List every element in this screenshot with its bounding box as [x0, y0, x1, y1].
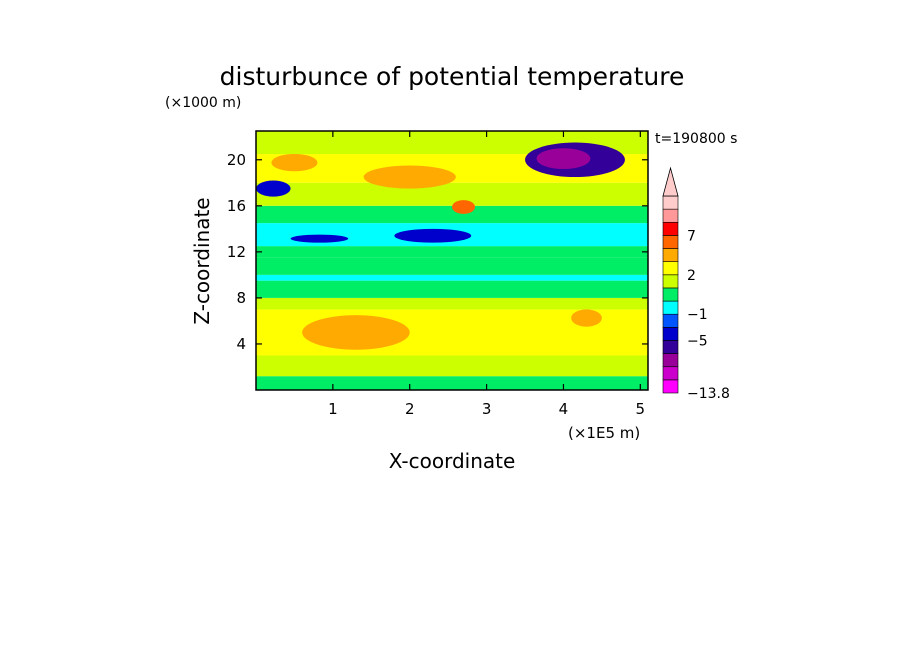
colorbar-swatch — [662, 195, 679, 210]
x-tick-label: 2 — [405, 400, 415, 418]
contour-feature-4 — [394, 228, 472, 243]
contour-band-3 — [256, 297, 648, 310]
colorbar-label: −1 — [687, 307, 708, 323]
colorbar-swatch — [662, 327, 679, 341]
y-tick-label: 16 — [227, 197, 246, 215]
colorbar-swatch — [662, 248, 679, 262]
colorbar-swatch — [662, 261, 679, 276]
x-tick-label: 1 — [328, 400, 338, 418]
y-tick-label: 20 — [227, 151, 246, 169]
contour-feature-1 — [536, 148, 591, 169]
plot-frame — [255, 130, 649, 391]
contour-band-4 — [256, 280, 648, 298]
x-tick-label: 4 — [559, 400, 569, 418]
chart-title: disturbunce of potential temperature — [220, 62, 685, 91]
colorbar-swatch — [662, 366, 679, 381]
x-unit-label: (×1E5 m) — [568, 424, 640, 442]
colorbar-swatch — [662, 353, 679, 368]
x-axis-ticks: 1 2 3 4 5 — [328, 131, 645, 418]
contour-band-5 — [256, 274, 648, 281]
contour-band-10 — [256, 182, 648, 206]
contour-band-0 — [256, 376, 648, 390]
colorbar-max-extension — [662, 166, 679, 197]
colorbar-label: 7 — [687, 228, 696, 244]
colorbar-swatch — [662, 208, 679, 223]
x-tick-label: 5 — [636, 400, 646, 418]
colorbar-swatch — [662, 313, 679, 328]
contour-band-1 — [256, 355, 648, 377]
colorbar-swatch — [662, 287, 679, 302]
time-label: t=190800 s — [655, 131, 737, 147]
colorbar-swatch — [662, 235, 679, 249]
contour-feature-9 — [452, 200, 476, 214]
colorbar-swatch — [662, 300, 679, 315]
y-tick-label: 4 — [236, 335, 246, 353]
contour-feature-2 — [256, 180, 291, 197]
contour-feature-5 — [363, 165, 456, 189]
contour-feature-3 — [290, 234, 349, 243]
colorbar-label: −13.8 — [687, 386, 730, 402]
contour-band-9 — [256, 205, 648, 224]
contour-feature-8 — [571, 309, 602, 327]
colorbar-swatch — [662, 340, 679, 354]
y-tick-label: 12 — [227, 243, 246, 261]
y-axis-title: Z-coordinate — [190, 197, 214, 324]
x-axis-title: X-coordinate — [389, 449, 516, 473]
contour-band-7 — [256, 246, 648, 258]
y-axis-ticks: 4 8 12 16 20 — [227, 151, 648, 353]
colorbar-label: −5 — [687, 333, 708, 349]
colorbar-swatch — [662, 379, 679, 394]
contour-plot-area — [256, 131, 648, 390]
colorbar: 7 2 −1 −5 −13.8 — [662, 166, 730, 402]
colorbar-swatch — [662, 274, 679, 289]
x-tick-label: 3 — [482, 400, 492, 418]
y-tick-label: 8 — [236, 289, 246, 307]
contour-feature-6 — [271, 154, 318, 172]
contour-band-6 — [256, 257, 648, 275]
contour-feature-7 — [302, 315, 410, 350]
colorbar-label: 2 — [687, 268, 696, 284]
y-unit-label: (×1000 m) — [165, 95, 241, 111]
colorbar-swatch — [662, 221, 679, 236]
